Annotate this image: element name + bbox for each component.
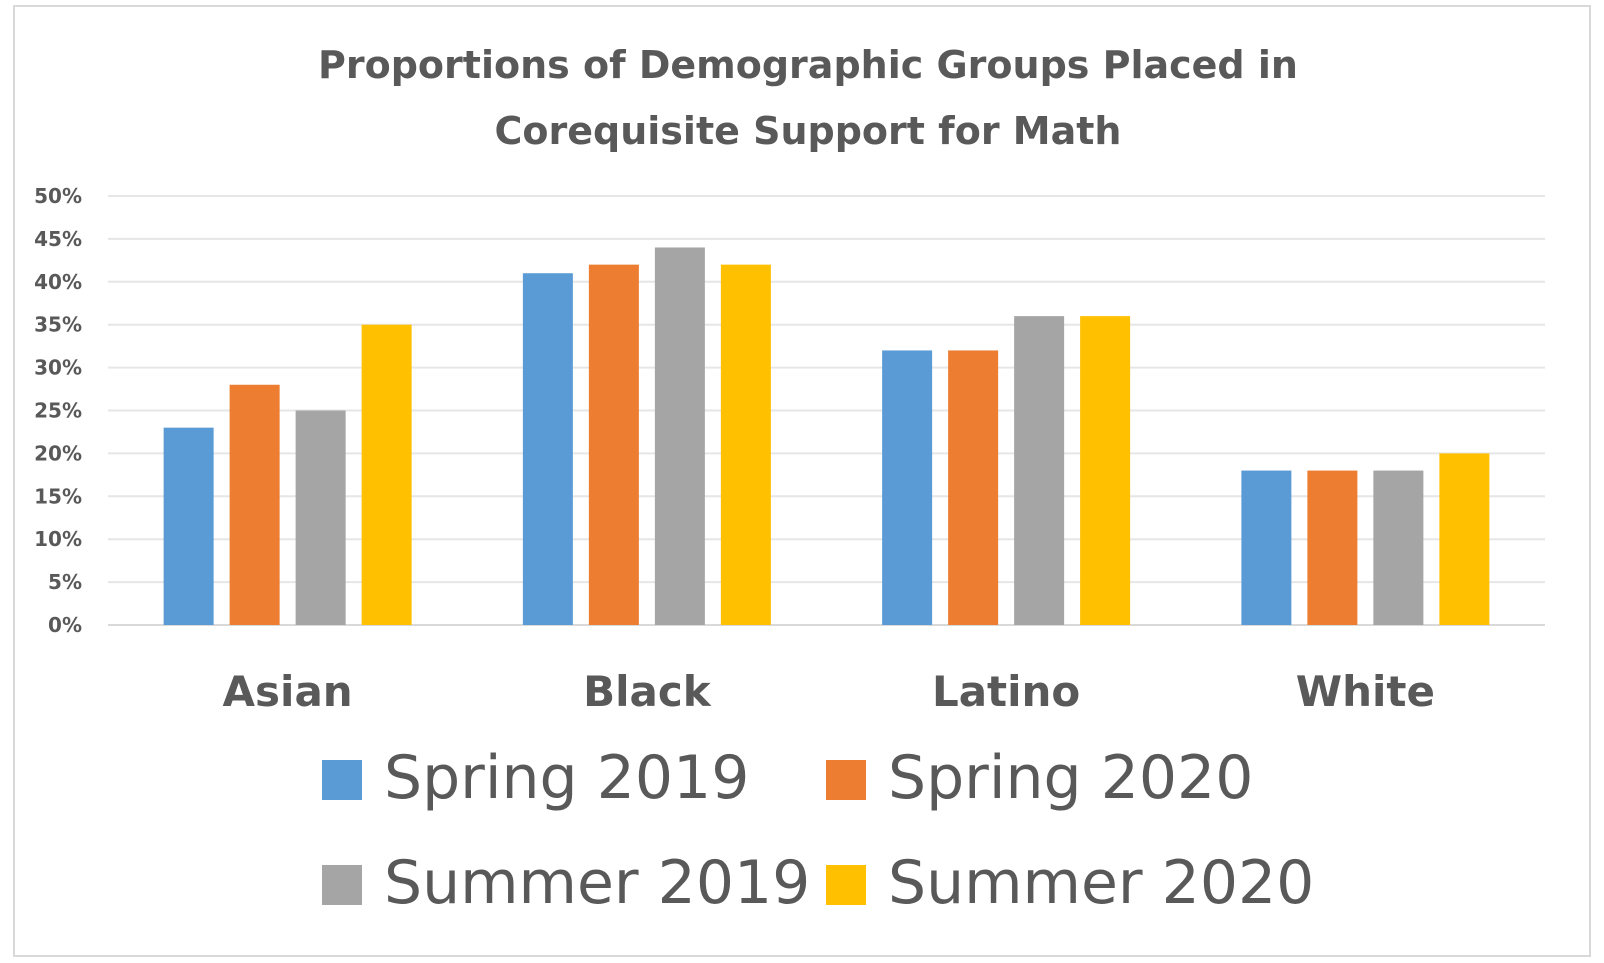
category-label: Asian	[223, 667, 353, 716]
y-tick-label: 0%	[48, 613, 82, 637]
category-label: Black	[583, 667, 712, 716]
y-tick-label: 30%	[34, 356, 82, 380]
category-label: Latino	[932, 667, 1080, 716]
bar-black-spring-2020	[588, 264, 639, 625]
bar-white-summer-2020	[1439, 453, 1490, 625]
y-tick-label: 35%	[34, 313, 82, 337]
legend-swatch	[322, 865, 362, 905]
gridlines	[108, 195, 1545, 626]
chart-title-line: Corequisite Support for Math	[495, 109, 1122, 153]
bar-latino-summer-2020	[1080, 316, 1131, 625]
legend-swatch	[826, 760, 866, 800]
bar-asian-summer-2020	[361, 324, 412, 625]
x-axis-categories: Asian Black Latino White	[223, 667, 1435, 716]
legend-label: Summer 2020	[888, 848, 1314, 918]
y-tick-label: 25%	[34, 399, 82, 423]
y-tick-label: 5%	[48, 570, 82, 594]
bar-white-summer-2019	[1373, 470, 1424, 625]
bar-latino-summer-2019	[1014, 316, 1065, 625]
chart-title-line: Proportions of Demographic Groups Placed…	[318, 43, 1298, 87]
bars	[163, 247, 1490, 626]
y-tick-label: 50%	[34, 184, 82, 208]
bar-white-spring-2019	[1241, 470, 1292, 625]
y-tick-label: 10%	[34, 527, 82, 551]
category-label: White	[1296, 667, 1435, 716]
y-tick-label: 20%	[34, 441, 82, 465]
bar-black-summer-2020	[720, 264, 771, 625]
y-tick-label: 45%	[34, 227, 82, 251]
bar-latino-spring-2020	[948, 350, 999, 625]
bar-asian-summer-2019	[295, 410, 346, 625]
chart-title: Proportions of Demographic Groups Placed…	[318, 43, 1298, 153]
bar-asian-spring-2020	[229, 384, 280, 625]
bar-white-spring-2020	[1307, 470, 1358, 625]
y-tick-label: 40%	[34, 270, 82, 294]
y-axis-ticks: 0% 5% 10% 15% 20% 25% 30% 35% 40% 45% 50%	[34, 184, 82, 637]
legend-swatch	[826, 865, 866, 905]
legend-swatch	[322, 760, 362, 800]
legend-label: Spring 2019	[384, 743, 749, 813]
bar-asian-spring-2019	[163, 427, 214, 625]
bar-latino-spring-2019	[882, 350, 933, 625]
bar-black-summer-2019	[654, 247, 705, 626]
bar-black-spring-2019	[522, 273, 573, 625]
y-tick-label: 15%	[34, 484, 82, 508]
legend-label: Summer 2019	[384, 848, 810, 918]
legend: Spring 2019 Spring 2020 Summer 2019 Summer …	[322, 743, 1314, 918]
legend-label: Spring 2020	[888, 743, 1253, 813]
